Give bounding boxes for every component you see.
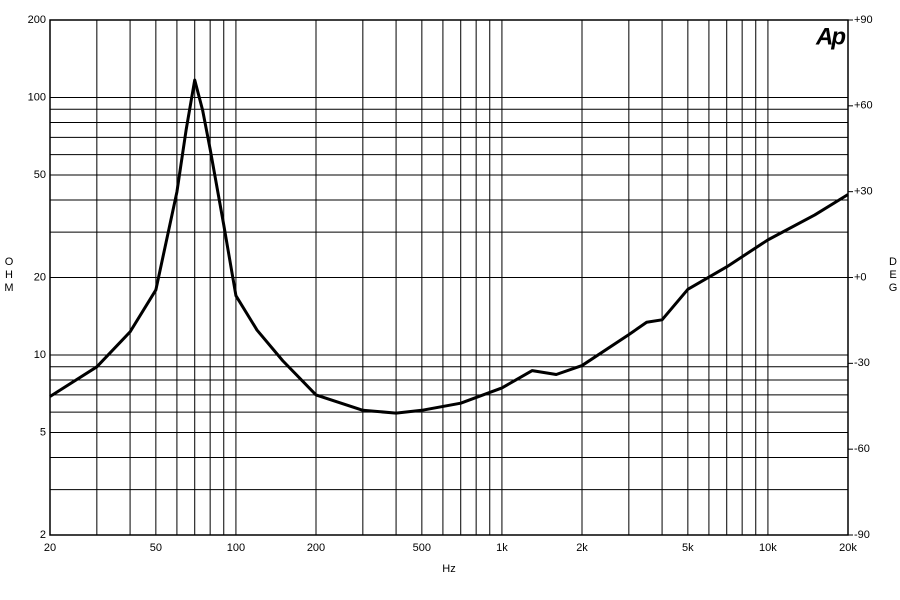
impedance-line — [49, 78, 849, 415]
y2-tick-label: -30 — [854, 357, 870, 369]
x-tick-label: 100 — [227, 542, 245, 554]
x-tick-label: 20 — [44, 542, 56, 554]
x-tick-label: 20k — [839, 542, 857, 554]
y-tick-label: 20 — [34, 271, 46, 283]
y-tick-label: 100 — [28, 91, 46, 103]
y2-tick-label: +90 — [854, 14, 873, 26]
x-tick-label: 500 — [413, 542, 431, 554]
x-tick-label: 50 — [150, 542, 162, 554]
y2-tick-label: +60 — [854, 100, 873, 112]
y2-tick-label: +0 — [854, 271, 867, 283]
x-tick-label: 2k — [576, 542, 588, 554]
y-tick-label: 50 — [34, 169, 46, 181]
y2-tick-label: -90 — [854, 529, 870, 541]
x-tick-label: 200 — [307, 542, 325, 554]
x-axis-label: Hz — [442, 563, 455, 575]
x-tick-label: 1k — [496, 542, 508, 554]
y-tick-label: 200 — [28, 14, 46, 26]
x-tick-label: 5k — [682, 542, 694, 554]
y-tick-label: 5 — [40, 426, 46, 438]
y-tick-label: 10 — [34, 349, 46, 361]
x-tick-label: 10k — [759, 542, 777, 554]
y2-tick-label: +30 — [854, 186, 873, 198]
y-tick-label: 2 — [40, 529, 46, 541]
y2-tick-label: -60 — [854, 443, 870, 455]
logo: Ap — [815, 23, 845, 50]
